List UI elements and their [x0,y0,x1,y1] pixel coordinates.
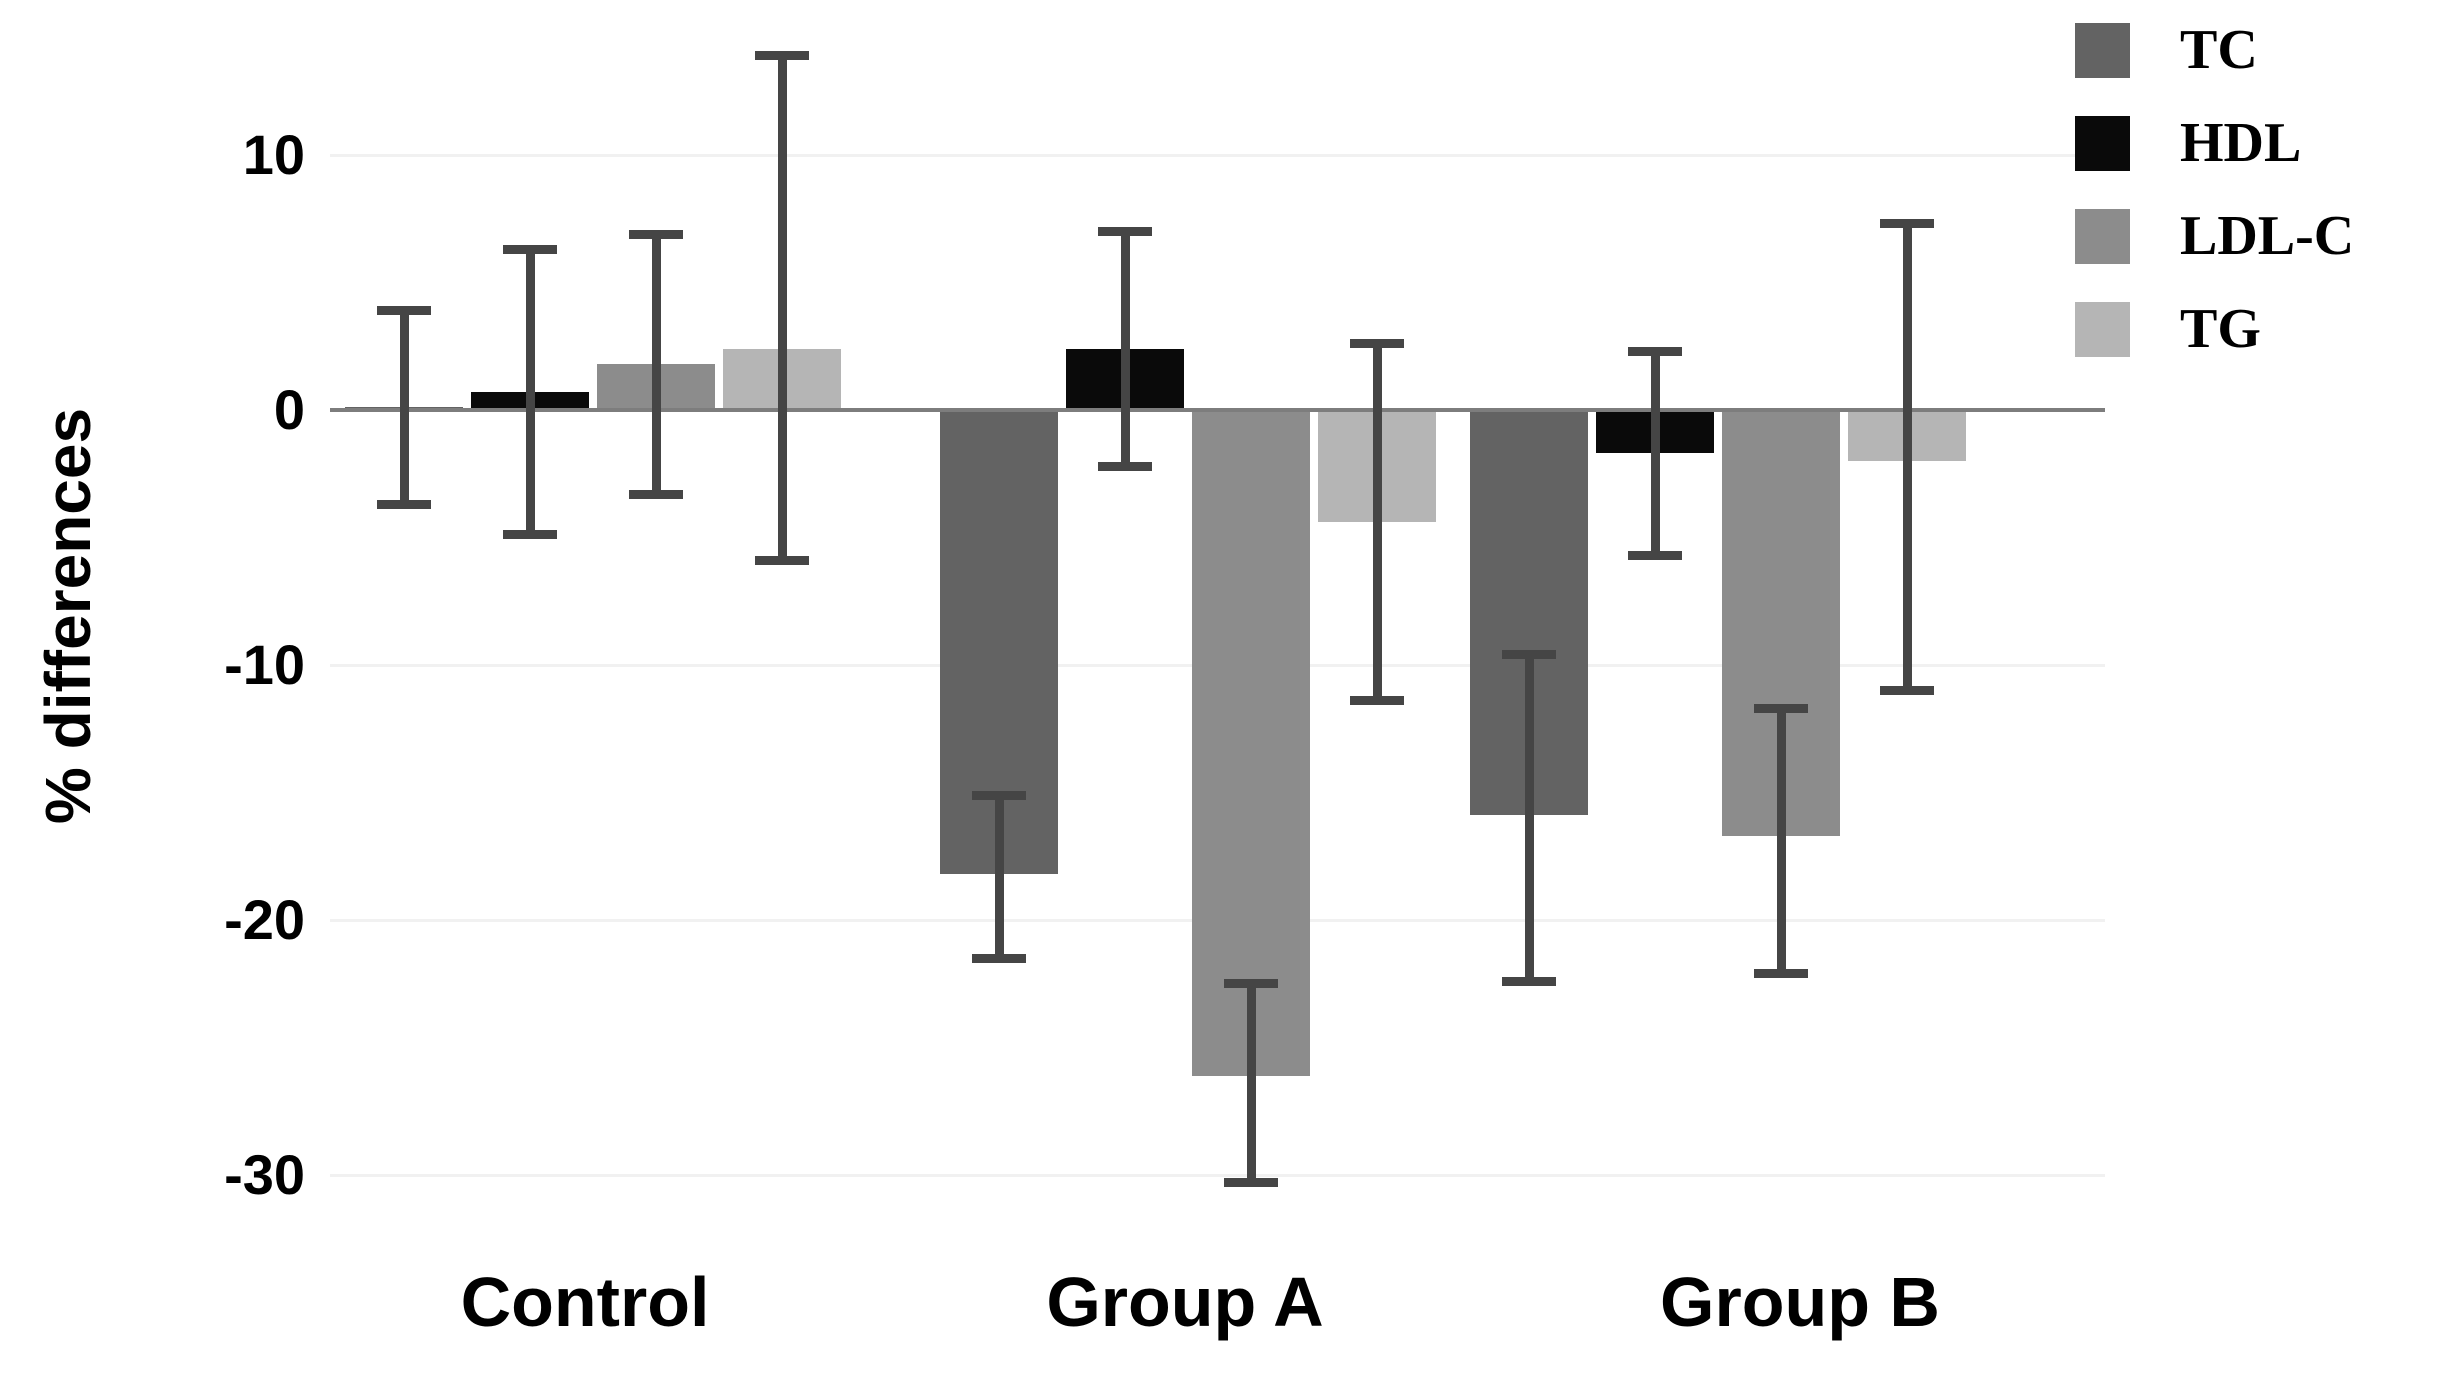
error-bar-LDL-C-Control [651,234,661,495]
zero-axis-line [330,408,2105,412]
legend-label-TC: TC [2180,19,2258,81]
legend-swatch-TG [2075,301,2130,357]
error-bar-TG-Control [777,55,787,561]
legend-label-LDL-C: LDL-C [2180,205,2355,267]
error-bar-HDL-Group-B [1650,351,1660,556]
legend-item-HDL: HDL [2075,111,2354,175]
error-cap-top-LDL-C-Control [629,229,683,239]
error-bar-TG-Group-B [1902,223,1912,691]
error-cap-bottom-TG-Group-B [1880,686,1934,695]
legend-swatch-HDL [2075,115,2130,171]
error-cap-bottom-HDL-Control [503,530,557,540]
y-axis-title: % differences [32,407,104,825]
error-cap-bottom-LDL-C-Group-B [1754,969,1808,979]
error-cap-top-HDL-Control [503,244,557,254]
error-cap-top-LDL-C-Group-B [1754,703,1808,713]
legend-item-TC: TC [2075,18,2354,82]
legend: TC HDL LDL-C TG [2075,18,2354,390]
error-bar-TG-Group-A [1372,343,1382,701]
bar-LDL-C-Group-A [1192,410,1310,1076]
error-cap-bottom-TC-Group-A [972,953,1026,963]
error-bar-TC-Group-B [1524,654,1534,982]
error-bar-LDL-C-Group-B [1776,708,1786,974]
error-cap-top-TC-Group-A [972,790,1026,800]
gridline-10 [330,154,2105,157]
legend-label-TG: TG [2180,298,2261,360]
x-category-label-Group-A: Group A [1046,1263,1324,1341]
error-cap-bottom-TG-Control [755,555,809,565]
error-cap-top-HDL-Group-B [1628,346,1682,356]
error-cap-top-TC-Group-B [1502,650,1556,660]
error-cap-bottom-TC-Group-B [1502,976,1556,986]
error-cap-top-TG-Group-A [1350,339,1404,349]
error-bar-LDL-C-Group-A [1246,983,1256,1183]
y-tick-label-0: 0 [273,378,305,441]
error-cap-bottom-TG-Group-A [1350,696,1404,706]
gridline--30 [330,1174,2105,1177]
error-bar-HDL-Group-A [1120,231,1130,467]
error-cap-bottom-HDL-Group-B [1628,550,1682,560]
error-cap-bottom-HDL-Group-A [1098,461,1152,471]
error-bar-TC-Group-A [994,795,1004,959]
x-category-label-Control: Control [460,1263,710,1341]
error-cap-bottom-LDL-C-Control [629,489,683,499]
error-bar-HDL-Control [525,249,535,535]
y-tick-label--20: -20 [224,888,305,951]
y-tick-label--10: -10 [224,633,305,696]
error-cap-bottom-TC-Control [377,499,431,509]
y-tick-label--30: -30 [224,1143,305,1206]
error-cap-top-HDL-Group-A [1098,227,1152,236]
y-tick-label-10: 10 [242,123,305,186]
legend-item-LDL-C: LDL-C [2075,204,2354,268]
error-bar-TC-Control [399,310,409,505]
legend-item-TG: TG [2075,297,2354,361]
legend-swatch-TC [2075,22,2130,78]
error-cap-top-LDL-C-Group-A [1224,979,1278,989]
legend-label-HDL: HDL [2180,112,2302,174]
error-cap-top-TC-Control [377,306,431,316]
error-cap-top-TG-Control [755,51,809,61]
error-cap-bottom-LDL-C-Group-A [1224,1178,1278,1188]
x-category-label-Group-B: Group B [1660,1263,1940,1341]
error-cap-top-TG-Group-B [1880,219,1934,229]
legend-swatch-LDL-C [2075,208,2130,264]
